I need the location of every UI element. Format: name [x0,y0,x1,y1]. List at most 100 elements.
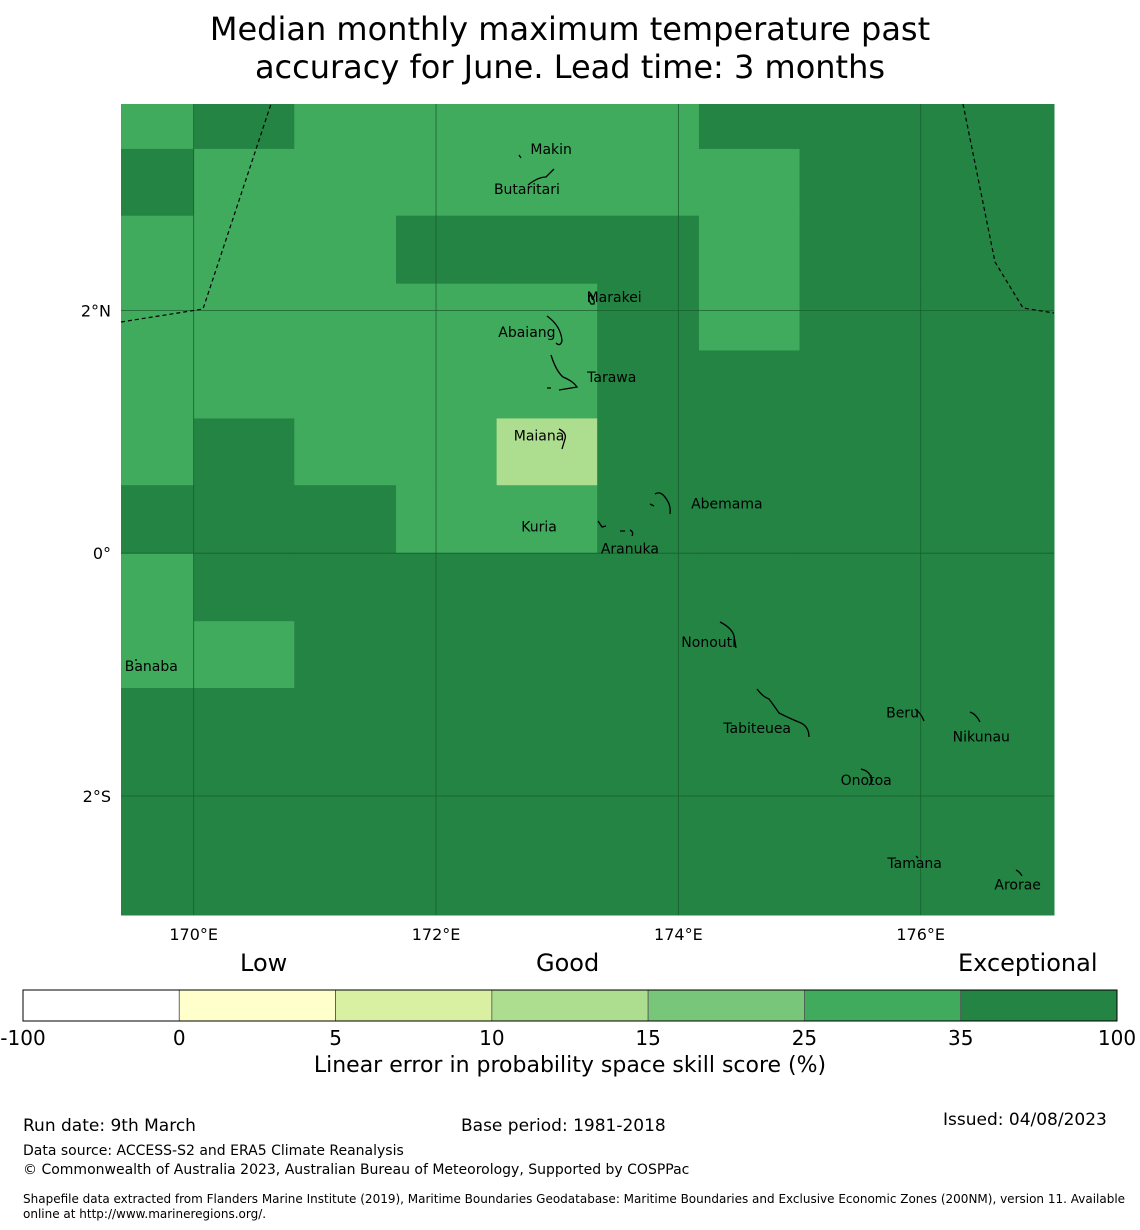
grid-cell [799,553,1055,622]
island-shape-aranuka [620,529,634,537]
grid-cell [193,418,295,486]
grid-cell [698,687,801,916]
colorbar-bin [647,989,805,1022]
grid-cell [193,148,295,217]
grid-cell [698,553,801,622]
grid-cell [294,350,397,419]
grid-cell [496,485,598,554]
grid-cell [193,687,295,916]
island-shape-beru [914,708,925,722]
grid-cell [193,553,295,622]
island-shape-tamana [915,855,919,859]
island-label-aranuka: Aranuka [601,541,659,557]
grid-cell [396,350,498,419]
grid-cell [121,283,195,351]
grid-cell [496,350,598,419]
lon-tick-label: 176°E [896,925,945,944]
grid-cell [597,215,700,285]
copyright: © Commonwealth of Australia 2023, Austra… [23,1162,690,1178]
island-label-banaba: Banaba [125,659,178,675]
map-figure: Makin Butaritari Marakei Abaiang Tarawa Maian… [81,103,1055,944]
grid-cell [597,485,700,554]
chart-title-line-1: Median monthly maximum temperature past [209,10,931,48]
grid-cell [799,621,1055,689]
grid-cell [193,215,295,285]
base-period: Base period: 1981-2018 [461,1116,666,1136]
grid-cell [799,418,1055,486]
island-shape-nikunau [969,711,981,723]
eez-boundary-east [962,103,1055,314]
island-shape-maiana [558,428,567,450]
grid-cell [294,687,397,916]
colorbar-tick-label: 0 [173,1026,186,1048]
grid-cell [121,215,195,285]
island-label-nikunau: Nikunau [953,730,1010,746]
island-label-arorae: Arorae [994,878,1041,894]
grid-cell [396,621,498,689]
colorbar-bin [22,989,180,1022]
island-shape-onotoa [860,768,873,786]
colorbar-bin [804,989,962,1022]
grid-cell [597,553,700,622]
island-label-onotoa: Onotoa [841,773,892,789]
island-label-abaiang: Abaiang [498,325,555,341]
colorbar-tick-label: 25 [792,1026,817,1048]
grid-cell [396,418,498,486]
grid-cell [496,148,598,217]
grid-cell [597,283,700,351]
eez-boundary-west [120,103,272,323]
island-shape-makin [518,154,522,159]
grid-cell [396,283,498,351]
island-outlines [135,154,1023,877]
grid-cell [496,104,598,150]
lat-tick-label: 2°S [83,787,111,806]
data-source: Data source: ACCESS-S2 and ERA5 Climate … [23,1143,404,1159]
island-shape-nonouti [719,621,737,649]
grid-cell [121,621,195,689]
grid-cell [496,418,598,486]
grid-cell [597,350,700,419]
run-date: Run date: 9th March [23,1116,196,1136]
grid-cell [597,621,700,689]
grid-cell [193,621,295,689]
grid-cell [799,350,1055,419]
island-shape-marakei [588,292,595,305]
grid-cell [294,283,397,351]
island-labels: Makin Butaritari Marakei Abaiang Tarawa Maian… [125,142,1041,894]
grid-cell [496,553,598,622]
grid-cell [294,418,397,486]
colorbar-axis-label: Linear error in probability space skill … [313,1053,827,1078]
grid-cell [121,104,195,150]
island-shape-tabiteuea [756,688,810,738]
shapefile-credit: Shapefile data extracted from Flanders M… [23,1192,1126,1221]
grid-cell [597,687,700,916]
grid-cell [597,418,700,486]
grid-cell [698,283,801,351]
grid-cell [597,148,700,217]
grid-cell [496,687,598,916]
lat-tick-label: 2°N [81,301,111,320]
eez-boundaries [120,103,1055,323]
chart-title-line-2: accuracy for June. Lead time: 3 months [254,48,886,86]
island-label-tamana: Tamana [886,856,941,872]
chart-title: Median monthly maximum temperature past … [0,10,1140,86]
island-shape-tarawa [547,354,579,391]
grid-cell [799,687,1055,916]
category-label-good: Good [536,949,600,977]
island-label-nonouti: Nonouti [681,635,736,651]
grid-cell [193,283,295,351]
island-shape-abaiang [546,315,563,346]
grid-cell [121,350,195,419]
grid-cell [496,621,598,689]
colorbar-frame [22,989,1118,1022]
skill-grid [121,104,1055,916]
grid-cell [396,104,498,150]
lon-tick-label: 170°E [169,925,218,944]
grid-cell [396,485,498,554]
grid-cell [121,418,195,486]
island-label-tabiteuea: Tabiteuea [722,721,791,737]
island-label-tarawa: Tarawa [586,370,636,386]
grid-cell [698,621,801,689]
axis-ticks: 170°E 172°E 174°E 176°E 2°N 0° 2°S [81,301,945,944]
grid-cell [496,215,598,285]
